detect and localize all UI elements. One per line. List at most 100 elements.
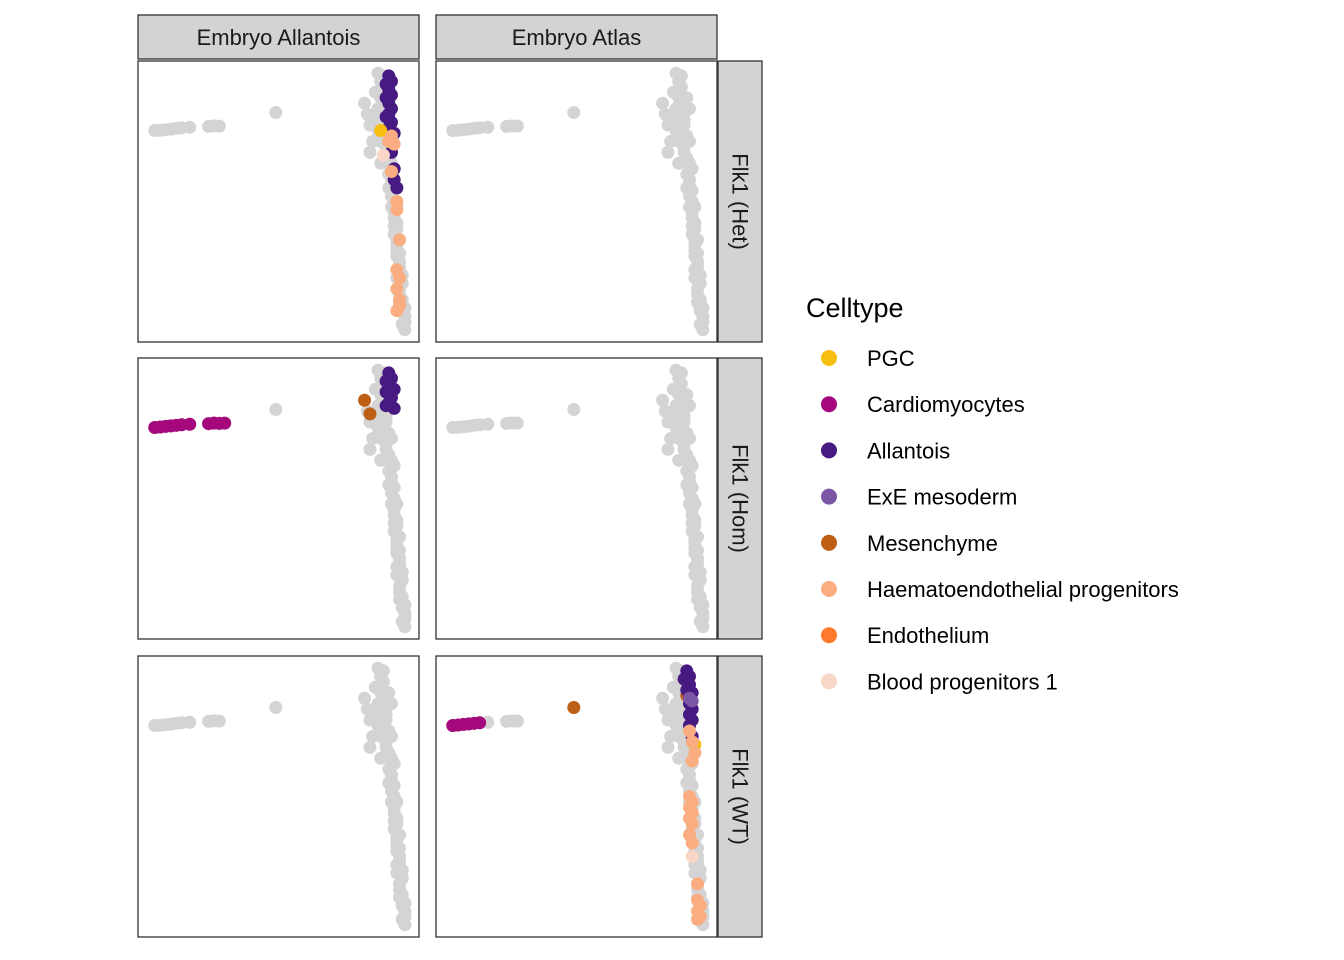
background-point — [374, 729, 388, 743]
background-point — [368, 113, 382, 127]
background-point — [685, 459, 699, 473]
legend-item-cardiomyocytes: Cardiomyocytes — [821, 392, 1025, 417]
background-point — [368, 85, 382, 99]
row-strip-flk1-het: Flk1 (Het) — [717, 60, 763, 343]
background-point — [696, 598, 710, 612]
legend-label: PGC — [867, 346, 915, 371]
point-blood-progenitors-1 — [376, 148, 390, 162]
point-haematoendothelial-progenitors — [387, 137, 401, 151]
panel-flk1-het-embryo-allantois — [137, 60, 420, 343]
legend-key — [821, 442, 837, 459]
legend-item-blood-progenitors-1: Blood progenitors 1 — [821, 669, 1058, 694]
legend-title: Celltype — [806, 293, 904, 323]
legend-key — [821, 581, 837, 597]
legend-item-haematoendothelial-progenitors: Haematoendothelial progenitors — [821, 577, 1179, 602]
background-point — [688, 235, 702, 249]
background-point — [680, 91, 694, 105]
background-point — [669, 697, 683, 711]
background-point — [382, 686, 396, 700]
point-mesenchyme — [567, 701, 581, 715]
column-strips: Embryo Allantois Embryo Atlas — [137, 14, 718, 60]
background-point — [376, 664, 390, 678]
point-blood-progenitors-1 — [685, 850, 699, 864]
point-haematoendothelial-progenitors — [685, 817, 699, 831]
background-point — [398, 598, 412, 612]
background-point — [387, 757, 401, 771]
background-point — [510, 119, 524, 133]
background-point — [669, 124, 683, 138]
legend-key — [821, 627, 837, 644]
point-haematoendothelial-progenitors — [390, 304, 404, 318]
strip-background — [717, 655, 763, 938]
legend-label: ExE mesoderm — [867, 485, 1017, 510]
row-strip-label: Flk1 (WT) — [728, 748, 753, 845]
point-haematoendothelial-progenitors — [393, 233, 407, 247]
point-haematoendothelial-progenitors — [390, 282, 404, 296]
background-point — [693, 565, 707, 579]
legend-key — [821, 488, 837, 505]
background-point — [384, 729, 398, 743]
background-point — [672, 453, 686, 467]
column-strip-label: Embryo Allantois — [197, 25, 361, 50]
column-strip-label: Embryo Atlas — [512, 25, 642, 50]
background-point — [674, 366, 688, 380]
point-haematoendothelial-progenitors — [384, 164, 398, 178]
background-point — [183, 715, 197, 729]
background-point — [661, 442, 675, 456]
background-point — [269, 701, 283, 715]
background-point — [363, 442, 377, 456]
legend-item-mesenchyme: Mesenchyme — [821, 531, 998, 556]
background-point — [696, 301, 710, 315]
background-point — [677, 145, 691, 159]
background-point — [685, 219, 699, 233]
background-point — [363, 145, 377, 159]
panel-flk1-hom-embryo-allantois — [137, 357, 420, 640]
background-point — [379, 442, 393, 456]
background-point — [481, 417, 495, 431]
background-point — [269, 403, 283, 417]
panel-flk1-het-embryo-atlas — [435, 60, 718, 343]
panel-flk1-wt-embryo-atlas — [435, 655, 718, 938]
legend-label: Haematoendothelial progenitors — [867, 577, 1179, 602]
background-point — [672, 751, 686, 765]
background-point — [688, 532, 702, 546]
background-point — [382, 776, 396, 790]
background-point — [693, 317, 707, 331]
background-point — [379, 740, 393, 754]
legend-item-endothelium: Endothelium — [821, 623, 989, 648]
strip-background — [137, 14, 420, 60]
column-strip-embryo-atlas: Embryo Atlas — [435, 14, 718, 60]
background-point — [677, 410, 691, 424]
background-point — [691, 543, 705, 557]
background-point — [666, 113, 680, 127]
panels-layer — [137, 60, 718, 938]
background-point — [379, 708, 393, 722]
legend-item-pgc: PGC — [821, 346, 915, 371]
background-point — [368, 680, 382, 694]
strip-background — [435, 14, 718, 60]
background-point — [387, 459, 401, 473]
background-point — [390, 830, 404, 844]
background-point — [567, 106, 581, 120]
background-point — [384, 795, 398, 809]
background-point — [374, 431, 388, 445]
background-point — [384, 431, 398, 445]
background-point — [398, 896, 412, 910]
background-point — [371, 102, 385, 116]
background-point — [656, 691, 670, 705]
legend-label: Allantois — [867, 438, 950, 463]
point-haematoendothelial-progenitors — [685, 836, 699, 850]
background-point — [358, 691, 372, 705]
background-point — [666, 85, 680, 99]
legend-label: Blood progenitors 1 — [867, 669, 1058, 694]
background-point — [358, 96, 372, 110]
background-point — [682, 431, 696, 445]
background-point — [685, 162, 699, 176]
background-point — [368, 708, 382, 722]
legend-label: Mesenchyme — [867, 531, 998, 556]
background-point — [387, 219, 401, 233]
panel-flk1-wt-embryo-allantois — [137, 655, 420, 938]
point-haematoendothelial-progenitors — [390, 203, 404, 217]
background-point — [693, 614, 707, 628]
